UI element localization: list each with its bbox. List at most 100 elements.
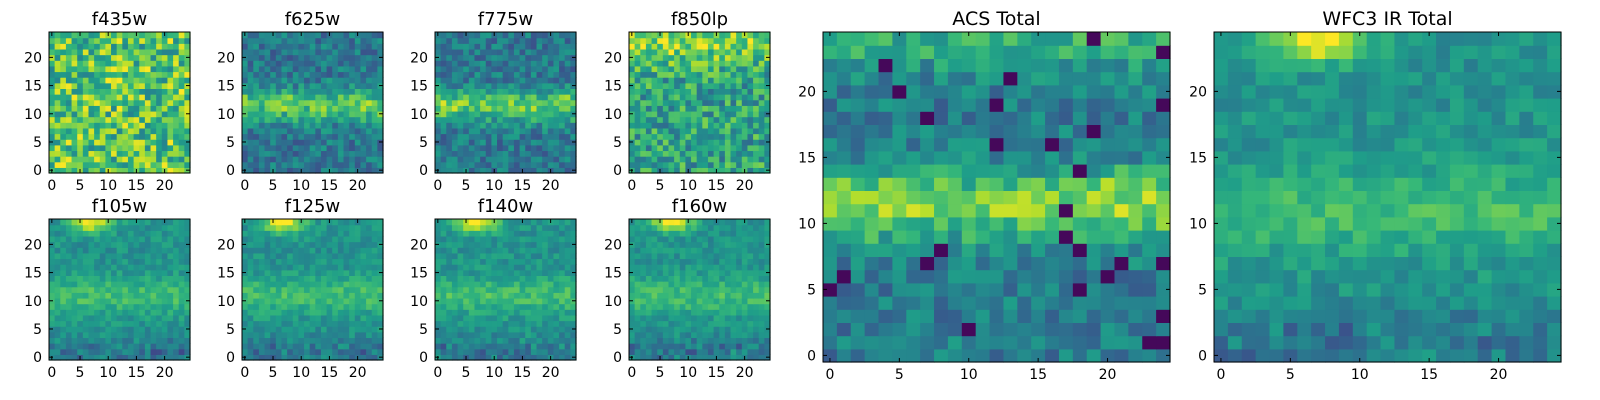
heatmap-cell [547, 94, 555, 101]
y-tick-label: 15 [24, 79, 42, 95]
heatmap-cell [60, 297, 67, 305]
heatmap-cell [326, 82, 333, 89]
heatmap-cell [156, 281, 163, 288]
heatmap-cell [144, 354, 152, 361]
heatmap-cell [150, 94, 157, 101]
heatmap-cell [247, 230, 254, 237]
heatmap-cell [753, 150, 760, 157]
heatmap-cell [457, 247, 464, 254]
heatmap-cell [287, 252, 294, 260]
heatmap-cell [82, 258, 90, 265]
heatmap-cell [640, 326, 647, 333]
heatmap-cell [702, 292, 709, 299]
heatmap-cell [337, 343, 345, 350]
heatmap-cell [320, 88, 328, 95]
heatmap-cell [161, 105, 169, 112]
heatmap-cell [513, 252, 521, 260]
heatmap-cell [88, 82, 95, 89]
heatmap-cell [547, 88, 555, 95]
heatmap-cell [691, 77, 698, 84]
heatmap-cell [530, 32, 538, 39]
heatmap-cell [371, 219, 378, 226]
heatmap-cell [332, 275, 339, 282]
heatmap-cell [645, 167, 653, 174]
heatmap-cell [463, 139, 470, 146]
heatmap-cell [298, 275, 305, 282]
heatmap-cell [696, 275, 703, 282]
heatmap-cell [446, 258, 453, 265]
heatmap-cell [105, 161, 112, 168]
heatmap-cell [320, 314, 328, 322]
heatmap-cell [161, 48, 169, 56]
heatmap-cell [54, 258, 61, 265]
heatmap-cell [497, 258, 504, 265]
heatmap-cell [741, 94, 749, 101]
heatmap-cell [640, 144, 647, 152]
heatmap-cell [292, 247, 299, 254]
heatmap-cell [696, 320, 703, 327]
heatmap-cell [741, 116, 749, 123]
heatmap-cell [105, 343, 112, 350]
heatmap-cell [730, 331, 737, 339]
heatmap-cell [99, 150, 106, 157]
heatmap-cell [99, 110, 106, 118]
heatmap-cell [281, 247, 288, 254]
heatmap-cell [275, 314, 283, 322]
heatmap-cell [366, 65, 373, 73]
heatmap-cell [156, 94, 163, 101]
heatmap-cell [657, 309, 664, 316]
heatmap-cell [275, 241, 283, 248]
heatmap-cell [65, 314, 73, 322]
heatmap-cell [326, 297, 333, 305]
heatmap-cell [491, 127, 498, 135]
heatmap-cell [536, 303, 543, 310]
heatmap-cell [758, 326, 765, 333]
heatmap-cell [657, 105, 664, 112]
heatmap-cell [287, 241, 294, 248]
heatmap-cell [463, 127, 470, 135]
heatmap-cell [440, 252, 447, 260]
heatmap-cell [702, 297, 709, 305]
heatmap-cell [71, 99, 78, 106]
heatmap-cell [122, 122, 129, 129]
heatmap-cell [634, 144, 641, 152]
x-tick-label: 10 [292, 365, 310, 381]
heatmap-cell [377, 264, 384, 271]
heatmap-cell [502, 105, 509, 112]
heatmap-cell [60, 269, 67, 276]
heatmap-cell [446, 297, 453, 305]
heatmap-cell [629, 144, 636, 152]
heatmap-cell [519, 54, 526, 61]
heatmap-cell [94, 281, 101, 288]
heatmap-cell [564, 156, 571, 163]
heatmap-cell [497, 281, 504, 288]
heatmap-cell [178, 116, 185, 123]
heatmap-cell [719, 32, 726, 39]
heatmap-cell [54, 54, 61, 61]
heatmap-cell [508, 88, 515, 95]
heatmap-cell [668, 54, 675, 61]
heatmap-cell [508, 127, 515, 135]
heatmap-cell [326, 286, 333, 293]
heatmap-cell [349, 161, 356, 168]
heatmap-cell [525, 320, 532, 327]
heatmap-cell [264, 77, 271, 84]
heatmap-cell [542, 326, 549, 333]
heatmap-cell [270, 269, 277, 276]
heatmap-cell [320, 32, 328, 39]
heatmap-cell [662, 161, 670, 168]
heatmap-cell [707, 139, 715, 146]
heatmap-cell [139, 60, 146, 67]
heatmap-cell [468, 48, 476, 56]
heatmap-cell [65, 241, 73, 248]
heatmap-cell [309, 303, 316, 310]
heatmap-cell [315, 116, 322, 123]
heatmap-cell [320, 156, 328, 163]
heatmap-cell [513, 286, 521, 293]
heatmap-cell [651, 116, 658, 123]
heatmap-cell [640, 71, 647, 78]
heatmap-cell [674, 43, 681, 50]
heatmap-cell [702, 60, 709, 67]
heatmap-cell [173, 314, 180, 322]
heatmap-cell [144, 37, 152, 44]
